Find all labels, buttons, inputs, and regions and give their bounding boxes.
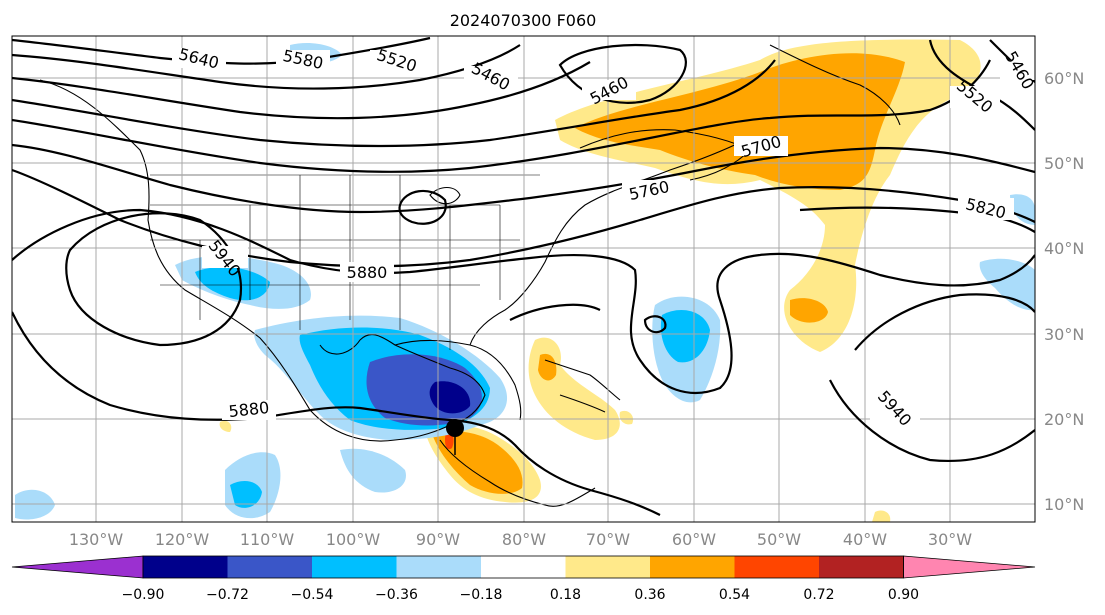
lon-label: 40°W [843,530,887,549]
lon-label: 80°W [502,530,546,549]
map-content: 5640 5580 5520 5460 5460 5460 5700 5760 … [12,36,1035,522]
colorbar-label: 0.18 [550,587,581,603]
colorbar-extend-low [11,555,144,579]
contour-label-5880-b: 5880 [228,398,270,421]
southwest-us-negative-mid [195,267,270,301]
colorbar-label: 0.54 [719,587,750,603]
lon-label: 30°W [928,530,972,549]
contour-5940-southeast [829,379,1035,462]
colorbar-label: 0.36 [634,587,665,603]
coastlines [39,44,901,507]
lon-label: 50°W [757,530,801,549]
colorbar-label: −0.54 [291,587,334,603]
colorbar: −0.90 −0.72 −0.54 −0.36 −0.18 0.18 0.36 … [11,555,1036,603]
southwest-negative-light [15,489,55,520]
south-positive-dot [872,510,891,522]
lon-label: 70°W [586,530,630,549]
atlantic-positive-small [790,298,828,323]
mid-atlantic-negative-mid [660,310,710,363]
contour-5940-west [65,212,242,347]
lon-label: 120°W [155,530,210,549]
atlantic-positive-dot [619,410,634,425]
contour-loop-great-lakes [398,189,447,225]
colorbar-bin [227,556,312,578]
eastern-pacific-negative-mid [230,480,262,508]
lon-label: 90°W [416,530,460,549]
colorbar-frame [142,555,904,579]
contour-5760 [12,168,1035,268]
colorbar-label: 0.90 [888,587,919,603]
contour-5520-north [12,61,591,120]
contour-5640 [12,36,431,65]
lat-label: 10°N [1044,495,1084,514]
colorbar-bin [396,556,481,578]
longitude-labels: 130°W 120°W 110°W 100°W 90°W 80°W 70°W 6… [69,530,972,549]
map-title: 2024070300 F060 [450,11,597,30]
colorbar-bin [734,556,819,578]
lon-label: 100°W [326,530,381,549]
storm-center-dot [446,419,464,437]
colorbar-label: −0.36 [375,587,418,603]
lat-label: 50°N [1044,154,1084,173]
height-contours [12,36,1035,516]
contour-loop-atlantic [643,315,667,334]
cuba-positive-orange [538,353,557,381]
east-atlantic-negative-north [1010,194,1035,225]
east-atlantic-negative-light [979,258,1035,311]
lat-label: 40°N [1044,239,1084,258]
latitude-labels: 60°N 50°N 40°N 30°N 20°N 10°N [1044,69,1084,514]
colorbar-label: −0.72 [206,587,249,603]
colorbar-bin [312,556,397,578]
colorbar-bin [143,556,228,578]
graticule [12,36,1035,522]
colorbar-label: −0.90 [122,587,165,603]
contour-5520-mid [12,59,991,173]
anomaly-shading [15,39,1035,522]
colorbar-bin [565,556,650,578]
eastern-pacific-positive-dot [219,420,232,432]
central-america-negative-light [340,448,406,493]
map-frame [11,35,1036,523]
lon-label: 110°W [240,530,295,549]
lon-label: 60°W [672,530,716,549]
colorbar-bin [819,556,904,578]
lon-label: 130°W [69,530,124,549]
colorbar-bin [650,556,735,578]
contour-5940-east [854,293,1035,351]
lat-label: 30°N [1044,325,1084,344]
colorbar-label: 0.72 [803,587,834,603]
colorbar-bin [481,556,566,578]
gulf-negative-darkest [429,381,471,414]
contour-5880 [12,208,1035,395]
contour-5460-north [12,59,776,148]
contour-label-5880-a: 5880 [347,263,388,282]
contour-5880-south [12,311,661,516]
colorbar-label: −0.18 [460,587,503,603]
lat-label: 60°N [1044,69,1084,88]
colorbar-extend-high [903,555,1036,579]
lat-label: 20°N [1044,410,1084,429]
contour-5700 [12,143,1035,214]
contour-5820-cuba [509,303,601,321]
